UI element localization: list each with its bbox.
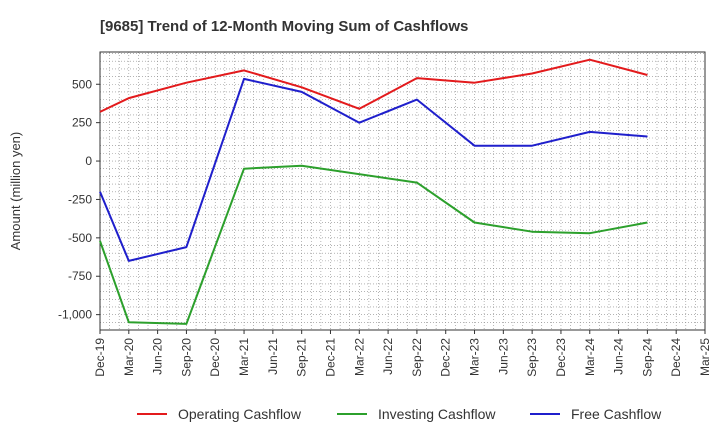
series-line	[99, 164, 648, 325]
y-tick-label: -500	[68, 231, 92, 245]
x-tick-label: Jun-24	[612, 338, 626, 375]
x-tick-label: Mar-22	[352, 338, 366, 376]
chart-title: [9685] Trend of 12-Month Moving Sum of C…	[100, 18, 468, 35]
series-line	[99, 77, 648, 262]
y-tick-label: 250	[72, 116, 92, 130]
series-lines	[99, 58, 648, 325]
x-tick-label: Jun-23	[496, 338, 510, 375]
y-tick-label: 0	[85, 154, 92, 168]
x-tick-label: Mar-24	[583, 338, 597, 376]
legend-label: Investing Cashflow	[378, 406, 496, 422]
y-tick-label: -250	[68, 192, 92, 206]
x-tick-label: Mar-25	[698, 338, 712, 376]
x-tick-label: Mar-20	[122, 338, 136, 376]
x-tick-label: Dec-23	[554, 338, 568, 377]
x-tick-label: Sep-23	[525, 338, 539, 377]
legend-label: Operating Cashflow	[178, 406, 302, 422]
x-tick-label: Dec-21	[323, 338, 337, 377]
x-tick-label: Dec-24	[669, 338, 683, 377]
x-tick-label: Jun-21	[266, 338, 280, 375]
x-tick-label: Dec-20	[208, 338, 222, 377]
series-line	[99, 58, 648, 113]
x-tick-label: Dec-19	[93, 338, 107, 377]
y-tick-label: -750	[68, 269, 92, 283]
x-tick-label: Jun-20	[151, 338, 165, 375]
legend: Operating Cashflow Investing Cashflow Free…	[137, 406, 662, 422]
x-tick-label: Sep-21	[295, 338, 309, 377]
x-tick-label: Sep-22	[410, 338, 424, 377]
x-tick-label: Mar-23	[468, 338, 482, 376]
x-tick-label: Dec-22	[439, 338, 453, 377]
grid	[100, 52, 705, 330]
x-tick-label: Jun-22	[381, 338, 395, 375]
legend-label: Free Cashflow	[571, 406, 662, 422]
y-tick-label: -1,000	[58, 308, 92, 322]
x-axis-ticks: Dec-19 Mar-20 Jun-20 Sep-20 Dec-20 Mar-21 Jun-…	[93, 330, 712, 377]
plot-frame	[99, 51, 706, 331]
x-tick-label: Sep-20	[179, 338, 193, 377]
x-tick-label: Mar-21	[237, 338, 251, 376]
y-axis-ticks: 500 250 0 -250 -500 -750 -1,000	[58, 77, 100, 322]
y-axis-label: Amount (million yen)	[8, 132, 23, 251]
y-tick-label: 500	[72, 77, 92, 91]
x-tick-label: Sep-24	[640, 338, 654, 377]
